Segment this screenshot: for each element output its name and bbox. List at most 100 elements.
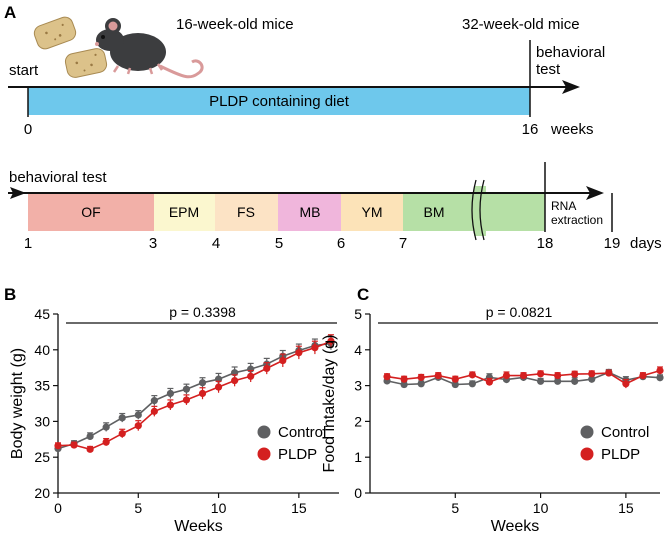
b-pldp-point (70, 441, 78, 449)
segment-epm (154, 193, 215, 231)
b-legend-control-marker (257, 425, 271, 439)
day-tick-7: 7 (399, 235, 407, 252)
c-pldp-point (536, 370, 545, 378)
b-pldp-point (86, 445, 94, 453)
day-tick-3: 3 (149, 235, 157, 252)
day-tick-19: 19 (604, 235, 621, 252)
b-pldp-point (134, 422, 142, 430)
b-legend-pldp-label: PLDP (278, 446, 317, 463)
b-legend-pldp-marker (257, 447, 271, 461)
test-segments: OF EPM FS MB YM BM (28, 193, 545, 231)
b-pldp-point (327, 337, 335, 345)
c-control-point (451, 380, 459, 389)
b-control-point (182, 385, 191, 393)
b-pldp-point (247, 372, 255, 380)
c-pldp-point (502, 371, 511, 380)
segment-mb (278, 193, 341, 231)
c-pldp-point (622, 380, 630, 388)
day-tick-6: 6 (337, 235, 345, 252)
b-y-tick-label: 45 (34, 306, 50, 322)
segment-epm-label: EPM (169, 204, 199, 220)
day-tick-5: 5 (275, 235, 283, 252)
panel-c-letter: C (357, 285, 369, 304)
day-tick-4: 4 (212, 235, 220, 252)
c-legend-pldp-label: PLDP (601, 446, 640, 463)
diet-tick-start: 0 (24, 121, 32, 138)
rna-label-line1: RNA (551, 199, 576, 213)
segment-fs-label: FS (237, 204, 255, 220)
c-x-axis-label: Weeks (491, 518, 540, 535)
b-y-tick-label: 30 (34, 413, 50, 429)
segment-ym-label: YM (362, 204, 383, 220)
panel-a-letter: A (4, 3, 16, 22)
behavioral-test-label-line1: behavioral (536, 44, 605, 61)
segment-of (28, 193, 154, 231)
food-pellets-illustration (33, 16, 108, 78)
food-intake-chart: 0 1 2 3 4 5 5 10 15 Weeks Food intake/day (g) p = 0… (321, 304, 664, 535)
c-y-tick-label: 0 (354, 485, 362, 501)
c-y-tick-label: 4 (354, 342, 362, 358)
b-pldp-point (231, 376, 239, 385)
day-tick-18: 18 (537, 235, 554, 252)
c-p-value: p = 0.0821 (486, 304, 553, 320)
behavioral-test-label-line2: test (536, 61, 561, 78)
b-control-point (198, 379, 207, 387)
c-legend-control-label: Control (601, 424, 649, 441)
c-control-point (417, 380, 425, 388)
weeks-label: weeks (550, 121, 594, 138)
c-pldp-point (468, 371, 476, 379)
b-x-tick-label: 5 (134, 500, 142, 516)
diet-tick-end: 16 (522, 121, 539, 138)
segment-bm-label: BM (424, 204, 445, 220)
b-control-point (102, 423, 110, 431)
c-pldp-point (656, 366, 664, 375)
segment-fs (215, 193, 278, 231)
c-control-point (554, 377, 562, 385)
diet-bar (28, 87, 530, 115)
c-pldp-point (400, 375, 408, 383)
c-y-tick-label: 2 (354, 413, 362, 429)
c-pldp-point (519, 371, 528, 380)
c-pldp-point (605, 369, 613, 377)
b-control-point (134, 411, 142, 419)
c-control-point (468, 380, 476, 388)
b-pldp-point (102, 438, 110, 446)
body-weight-chart: 20 25 30 35 40 45 0 5 10 15 Weeks Body weight (g) p … (9, 304, 339, 535)
b-pldp-point (54, 442, 62, 450)
segment-of-label: OF (81, 204, 100, 220)
c-y-axis-label: Food intake/day (g) (321, 335, 338, 473)
c-control-point (400, 380, 408, 389)
c-legend-pldp-marker (580, 447, 594, 461)
days-label: days (630, 235, 662, 252)
b-control-point (118, 414, 126, 422)
c-x-tick-label: 15 (618, 500, 634, 516)
c-control-point (588, 375, 596, 383)
panel-a: A 16-week-old mice 32 (4, 3, 662, 252)
diet-label: PLDP containing diet (209, 93, 350, 110)
c-control-point (571, 377, 579, 385)
b-pldp-point (279, 356, 287, 365)
behavioral-test-title: behavioral test (9, 169, 107, 186)
behavior-timeline-arrowhead (586, 186, 604, 200)
c-pldp-point (417, 373, 425, 381)
b-pldp-point (214, 383, 223, 391)
c-pldp-point (571, 370, 579, 378)
c-y-tick-label: 5 (354, 306, 362, 322)
c-pldp-point (554, 371, 562, 380)
b-y-tick-label: 35 (34, 378, 50, 394)
b-pldp-point (263, 364, 271, 373)
b-pldp-point (118, 429, 126, 438)
b-x-tick-label: 0 (54, 500, 62, 516)
c-x-tick-label: 10 (533, 500, 549, 516)
b-y-axis-label: Body weight (g) (9, 348, 26, 459)
diet-timeline-arrowhead (562, 80, 580, 94)
c-pldp-point (434, 371, 442, 380)
b-y-tick-label: 25 (34, 449, 50, 465)
c-pldp-point (383, 373, 391, 381)
rna-label-line2: extraction (551, 213, 603, 227)
b-pldp-point (182, 396, 191, 404)
c-y-tick-label: 3 (354, 378, 362, 394)
segment-ym (341, 193, 403, 231)
c-pldp-point (451, 375, 459, 383)
